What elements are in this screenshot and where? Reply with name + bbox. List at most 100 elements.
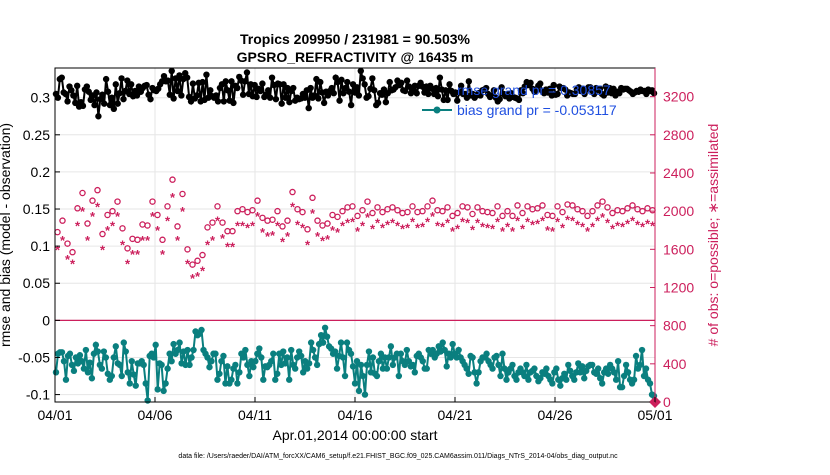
bias-marker: [224, 363, 231, 370]
bias-marker: [218, 357, 225, 365]
bias-marker: [78, 357, 86, 365]
possible-count-marker: [164, 203, 171, 210]
y-tick-label-left: 0.05: [23, 275, 50, 291]
possible-count-marker: [144, 222, 151, 229]
possible-count-marker: [334, 213, 341, 221]
rmse-marker: [301, 94, 309, 101]
assimilated-count-marker: *: [155, 223, 161, 238]
assimilated-count-marker: *: [130, 247, 136, 262]
bias-marker: [614, 357, 622, 365]
possible-count-marker: [419, 207, 426, 215]
assimilated-count-marker: *: [645, 217, 651, 232]
possible-count-marker: [229, 227, 236, 235]
possible-count-marker: [409, 203, 416, 210]
bias-marker: [168, 357, 175, 365]
assimilated-count-marker: *: [435, 218, 441, 233]
y-tick-label-right: 400: [663, 356, 687, 372]
rmse-marker: [282, 94, 289, 101]
assimilated-count-marker: *: [205, 238, 211, 253]
assimilated-count-marker: *: [460, 215, 466, 230]
bias-marker: [252, 357, 259, 365]
assimilated-count-marker: *: [370, 221, 376, 236]
assimilated-count-marker: *: [430, 209, 436, 224]
bias-marker: [389, 361, 397, 369]
rmse-marker: [62, 90, 69, 98]
assimilated-count-marker: *: [145, 233, 151, 248]
rmse-marker: [490, 87, 498, 94]
bias-marker: [373, 372, 381, 380]
legend-rmse-marker: [433, 86, 441, 94]
possible-count-marker: [134, 236, 141, 244]
rmse-marker: [68, 87, 75, 94]
bias-marker: [638, 346, 646, 354]
bias-marker: [206, 363, 213, 371]
bias-marker: [543, 365, 550, 372]
rmse-marker: [515, 96, 523, 104]
possible-count-marker: [394, 206, 401, 214]
assimilated-count-marker: *: [555, 215, 561, 230]
possible-count-marker: [339, 207, 346, 215]
bias-marker: [112, 343, 119, 350]
assimilated-count-marker: *: [355, 224, 361, 239]
assimilated-count-marker: *: [535, 217, 541, 232]
bias-marker: [349, 363, 357, 370]
bias-marker: [592, 370, 600, 377]
y-tick-label-right: 0: [663, 394, 671, 410]
possible-count-marker: [104, 211, 111, 219]
bias-marker: [120, 339, 127, 346]
assimilated-count-marker: *: [160, 247, 166, 262]
bias-marker: [489, 365, 496, 372]
bias-marker: [503, 376, 510, 383]
bias-marker: [351, 380, 359, 387]
assimilated-count-marker: *: [380, 220, 386, 235]
bias-marker: [86, 359, 94, 366]
bias-marker: [311, 354, 319, 361]
bias-marker: [495, 361, 502, 369]
bias-marker: [385, 354, 393, 361]
assimilated-count-marker: *: [320, 234, 326, 249]
assimilated-count-marker: *: [465, 216, 471, 231]
possible-count-marker: [99, 230, 106, 238]
rmse-marker: [264, 87, 272, 94]
bias-marker: [317, 332, 325, 339]
possible-count-marker: [174, 223, 181, 230]
bias-marker: [88, 375, 96, 382]
rmse-marker: [266, 94, 274, 101]
rmse-marker: [228, 78, 235, 85]
y-tick-label-right: 800: [663, 318, 687, 334]
bias-marker: [409, 361, 417, 369]
possible-count-marker: [184, 246, 191, 253]
bias-marker: [126, 380, 133, 387]
bias-marker: [596, 375, 604, 382]
bias-marker: [463, 365, 470, 372]
y-tick-label-left: 0.15: [23, 201, 50, 217]
rmse-marker: [83, 83, 91, 90]
assimilated-count-marker: *: [200, 263, 206, 278]
rmse-marker: [482, 84, 490, 92]
assimilated-count-marker: *: [230, 239, 236, 254]
bias-marker: [140, 361, 147, 369]
assimilated-count-marker: *: [625, 217, 631, 232]
bias-marker: [341, 372, 349, 380]
assimilated-count-marker: *: [420, 219, 426, 234]
assimilated-count-marker: *: [100, 242, 106, 257]
rmse-marker: [477, 92, 484, 99]
bias-marker: [363, 361, 371, 369]
bias-marker: [164, 365, 171, 372]
bias-marker: [84, 369, 92, 376]
bias-marker: [116, 361, 123, 369]
rmse-marker: [222, 78, 229, 85]
rmse-marker: [527, 79, 534, 87]
rmse-marker: [214, 98, 222, 105]
bias-marker: [577, 369, 584, 376]
assimilated-count-marker: *: [75, 218, 81, 233]
assimilated-count-marker: *: [235, 218, 241, 233]
bias-marker: [166, 350, 173, 357]
possible-count-marker: [114, 198, 121, 205]
bias-marker: [212, 350, 219, 357]
assimilated-count-marker: *: [575, 218, 581, 233]
assimilated-count-marker: *: [280, 235, 286, 250]
bias-marker: [110, 354, 118, 361]
possible-count-marker: [469, 210, 476, 218]
assimilated-count-marker: *: [300, 220, 306, 235]
